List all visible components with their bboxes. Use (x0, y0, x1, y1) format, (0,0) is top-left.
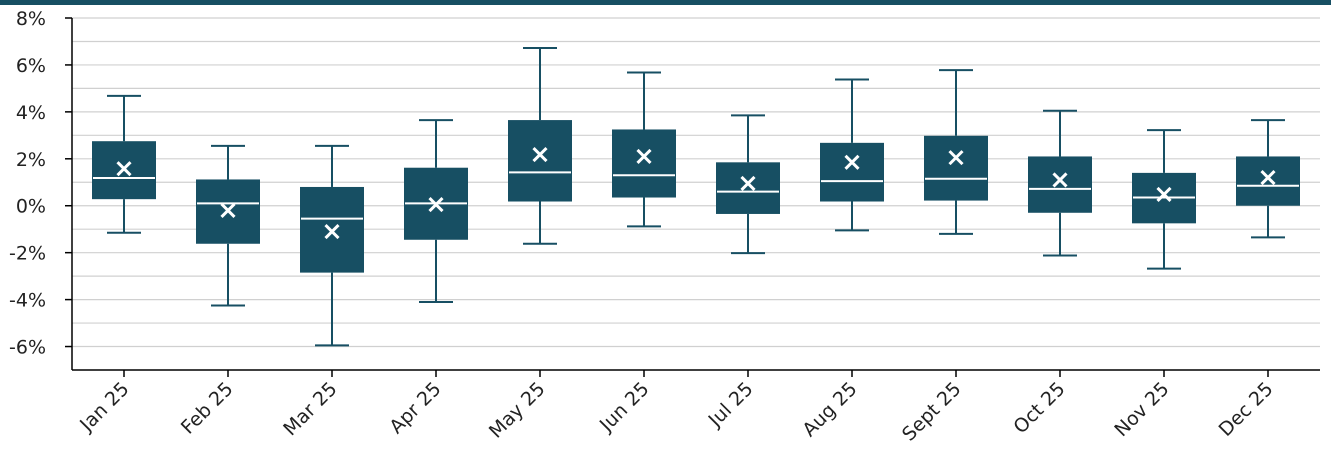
box-aug-25 (820, 78, 884, 232)
mean-marker (532, 147, 548, 163)
mean-marker (116, 161, 132, 177)
x-tick-label: Mar 25 (279, 378, 341, 440)
mean-marker (1260, 170, 1276, 186)
x-tick-label: Jul 25 (704, 378, 758, 432)
mean-marker (844, 154, 860, 170)
y-tick-label: -4% (9, 290, 46, 312)
y-tick-label: 2% (16, 149, 46, 171)
y-tick-label: 8% (16, 8, 46, 30)
mean-marker (740, 175, 756, 192)
box-dec-25 (1236, 119, 1300, 239)
iqr-box (612, 129, 676, 198)
mean-marker (948, 150, 964, 166)
box-jun-25 (612, 71, 676, 228)
y-tick-label: 4% (16, 102, 46, 124)
box-may-25 (508, 47, 572, 245)
x-axis-tick-labels: Jan 25 Feb 25 Mar 25 Apr 25 May 25 Jun 25 Jul … (75, 378, 1277, 446)
x-tick-label: Sept 25 (898, 378, 966, 446)
iqr-box (924, 135, 988, 201)
x-tick-label: May 25 (485, 378, 550, 443)
iqr-box (820, 142, 884, 202)
y-axis-tick-labels: -6% -4% -2% 0% 2% 4% 6% 8% (9, 8, 46, 359)
iqr-box (1028, 156, 1092, 213)
x-tick-label: Oct 25 (1009, 378, 1069, 438)
box-oct-25 (1028, 109, 1092, 257)
iqr-box (508, 120, 572, 202)
x-tick-label: Aug 25 (798, 378, 861, 441)
box-jan-25 (92, 94, 156, 234)
box-apr-25 (404, 119, 468, 303)
x-tick-label: Dec 25 (1215, 378, 1278, 441)
box-jul-25 (716, 114, 780, 255)
box-series (92, 47, 1300, 347)
y-tick-label: -2% (9, 243, 46, 265)
y-tick-label: 0% (16, 196, 46, 218)
iqr-box (1236, 156, 1300, 206)
box-feb-25 (196, 144, 260, 307)
mean-marker (1052, 172, 1068, 188)
x-tick-label: Feb 25 (177, 378, 238, 439)
box-mar-25 (300, 144, 364, 347)
box-sept-25 (924, 69, 988, 235)
x-tick-label: Jan 25 (75, 378, 133, 436)
y-tick-label: 6% (16, 55, 46, 77)
gridlines (72, 17, 1320, 348)
top-accent-bar (0, 0, 1331, 5)
mean-marker (428, 196, 444, 213)
mean-marker (636, 148, 652, 165)
y-tick-label: -6% (9, 337, 46, 359)
mean-marker (220, 202, 236, 218)
x-tick-label: Jun 25 (595, 378, 654, 437)
x-tick-label: Nov 25 (1110, 378, 1173, 441)
box-nov-25 (1132, 129, 1196, 270)
x-tick-label: Apr 25 (385, 378, 445, 438)
mean-marker (1156, 186, 1172, 203)
axes (65, 17, 1320, 377)
iqr-box (716, 162, 780, 214)
mean-marker (324, 223, 340, 240)
